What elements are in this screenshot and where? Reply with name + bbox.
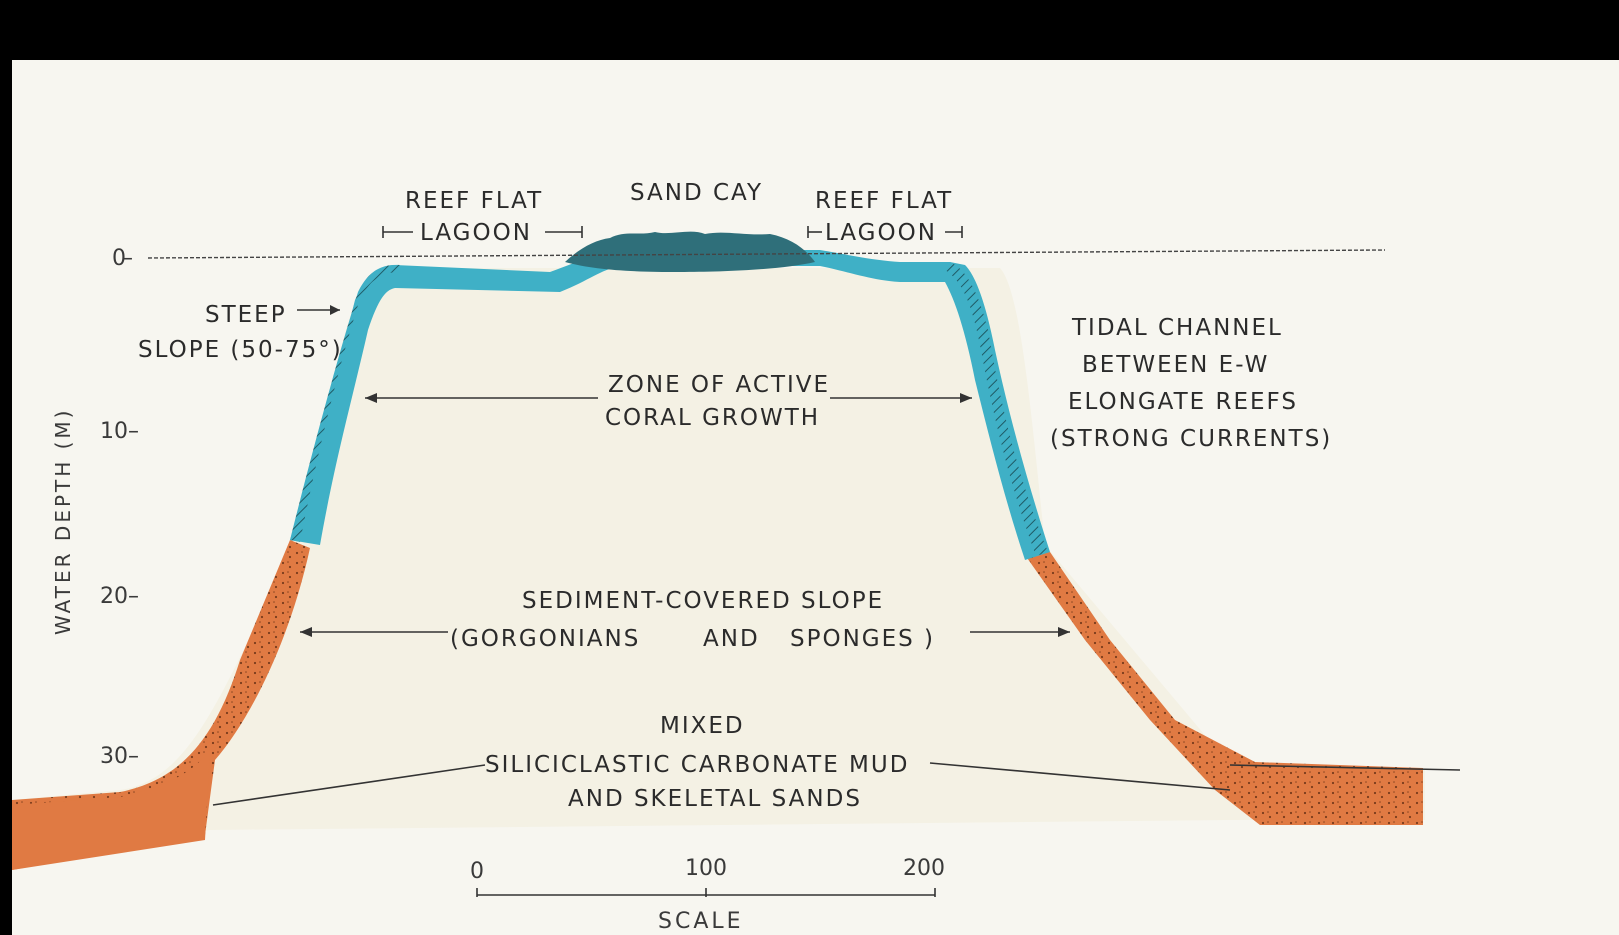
tidal-label-1: TIDAL CHANNEL	[1071, 315, 1283, 341]
water-surface-line	[147, 249, 1386, 259]
coral-arrowhead-right	[960, 393, 972, 403]
sediment-label-2c: SPONGES )	[790, 626, 935, 652]
depth-axis-title: WATER DEPTH (M)	[51, 408, 75, 636]
mixed-pointer-left	[212, 764, 486, 806]
seafloor-right	[1229, 764, 1461, 771]
mixed-label-3: AND SKELETAL SANDS	[568, 786, 862, 812]
coral-arrowhead-left	[365, 393, 377, 403]
lagoon-left-label: LAGOON	[420, 220, 532, 246]
sediment-label-1: SEDIMENT-COVERED SLOPE	[522, 588, 884, 614]
sediment-arrowhead-left	[300, 627, 312, 637]
sediment-arrowhead-right	[1058, 627, 1070, 637]
depth-tick-10: 10	[100, 419, 128, 444]
coral-hatch-left	[290, 264, 400, 542]
depth-tick-30: 30	[100, 744, 128, 769]
sediment-label-2b: AND	[703, 626, 760, 652]
left-sediment-base	[12, 750, 210, 870]
tidal-label-4: (STRONG CURRENTS)	[1050, 426, 1332, 452]
scale-tick-0: 0	[470, 859, 484, 884]
mixed-pointer-right	[929, 762, 1231, 791]
depth-tick-20-dash: –	[128, 584, 139, 609]
lagoon-right-label: LAGOON	[825, 220, 937, 246]
coral-zone-label-1: ZONE OF ACTIVE	[608, 372, 830, 398]
steep-slope-label-2: SLOPE (50-75°)	[138, 337, 343, 363]
mixed-label-1: MIXED	[660, 713, 745, 739]
depth-tick-0: 0	[112, 246, 126, 271]
coral-zone-label-2: CORAL GROWTH	[605, 405, 820, 431]
depth-tick-30-dash: –	[128, 744, 139, 769]
steep-slope-label-1: STEEP	[205, 302, 287, 328]
scale-tick-200: 200	[903, 856, 945, 881]
coral-zone	[290, 250, 1050, 560]
reef-body	[12, 268, 1425, 860]
depth-tick-10-dash: –	[128, 419, 139, 444]
scale-tick-100: 100	[685, 856, 727, 881]
reef-flat-left-label: REEF FLAT	[405, 188, 543, 214]
mixed-label-2: SILICICLASTIC CARBONATE MUD	[485, 752, 909, 778]
sand-cay	[565, 231, 815, 272]
depth-tick-20: 20	[100, 584, 128, 609]
tidal-label-3: ELONGATE REEFS	[1068, 389, 1298, 415]
right-sediment-slope	[1025, 552, 1423, 825]
coral-hatch-right	[945, 262, 1048, 556]
reef-flat-right-label: REEF FLAT	[815, 188, 953, 214]
steep-slope-arrowhead	[330, 305, 340, 315]
tidal-label-2: BETWEEN E-W	[1082, 352, 1269, 378]
depth-tick-0-dash: –	[122, 246, 133, 271]
sand-cay-label: SAND CAY	[630, 180, 763, 206]
scale-title: SCALE	[658, 909, 744, 934]
sediment-label-2a: (GORGONIANS	[450, 626, 640, 652]
